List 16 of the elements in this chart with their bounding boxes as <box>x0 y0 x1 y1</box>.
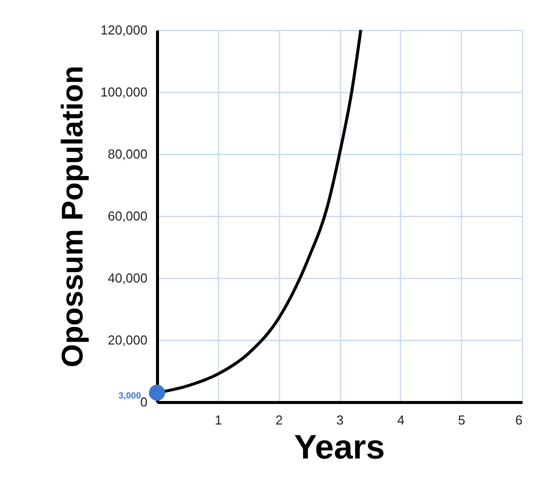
y-tick-label: 40,000 <box>108 270 148 286</box>
x-tick-label: 6 <box>515 412 522 428</box>
x-tick-label: 1 <box>214 412 222 428</box>
y-axis-title: Opossum Population <box>56 66 90 368</box>
y-tick-label: 60,000 <box>108 208 148 224</box>
x-axis-title: Years <box>294 428 385 466</box>
x-tick-label: 2 <box>276 412 283 428</box>
y-tick-label: 120,000 <box>100 22 148 38</box>
x-tick-label: 4 <box>397 412 404 428</box>
data-label: 3,000 <box>118 390 141 401</box>
y-tick-label: 100,000 <box>100 84 148 100</box>
y-tick-label: 20,000 <box>108 332 148 348</box>
y-tick-label: 80,000 <box>108 146 148 162</box>
y-tick-label: 0 <box>140 394 148 410</box>
x-tick-label: 5 <box>458 412 466 428</box>
x-tick-label: 3 <box>336 412 344 428</box>
